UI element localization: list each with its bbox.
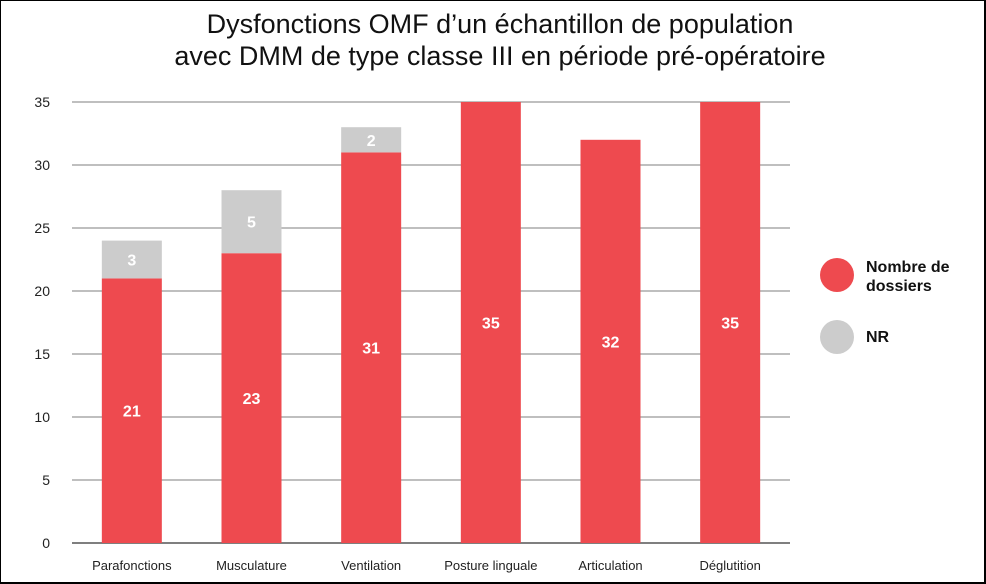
bar-nombre-de-dossiers — [700, 102, 761, 543]
y-tick-label: 5 — [42, 472, 50, 488]
chart-title-line-1: Dysfonctions OMF d’un échantillon de pop… — [206, 9, 794, 39]
bar-nombre-de-dossiers — [101, 278, 162, 543]
data-label: 35 — [482, 316, 500, 333]
x-tick-label: Parafonctions — [92, 558, 172, 573]
y-tick-label: 10 — [34, 409, 50, 425]
y-tick-label: 30 — [34, 157, 50, 173]
frame-shadow-bottom — [0, 582, 986, 584]
bar-nombre-de-dossiers — [221, 253, 282, 543]
x-tick-label: Articulation — [578, 558, 642, 573]
chart-title-line-2: avec DMM de type classe III en période p… — [174, 41, 826, 71]
x-tick-label: Musculature — [216, 558, 287, 573]
legend-swatch-nr — [820, 320, 854, 354]
data-label: 32 — [602, 334, 620, 351]
data-label: 21 — [123, 404, 141, 421]
y-tick-label: 35 — [34, 94, 50, 110]
bar-nombre-de-dossiers — [460, 102, 521, 543]
data-label: 2 — [367, 133, 376, 150]
data-label: 3 — [127, 253, 136, 270]
data-label: 35 — [721, 316, 739, 333]
data-label: 31 — [362, 341, 380, 358]
bar-nr — [221, 190, 282, 254]
legend-item-nr: NR — [820, 320, 976, 354]
legend-item-nombre-de-dossiers: Nombre de dossiers — [820, 258, 976, 296]
y-tick-label: 20 — [34, 283, 50, 299]
y-tick-label: 0 — [42, 535, 50, 551]
x-tick-label: Déglutition — [699, 558, 760, 573]
legend-label-nr: NR — [866, 329, 890, 346]
data-label: 23 — [243, 391, 261, 408]
legend-label-nombre-de-dossiers: Nombre de dossiers — [866, 259, 950, 295]
bar-nr — [341, 127, 402, 153]
x-tick-label: Posture linguale — [444, 558, 537, 573]
bar-nr — [101, 240, 162, 279]
data-label: 5 — [247, 215, 256, 232]
y-tick-label: 15 — [34, 346, 50, 362]
y-tick-label: 25 — [34, 220, 50, 236]
chart-title: Dysfonctions OMF d’un échantillon de pop… — [150, 8, 850, 72]
legend-swatch-nombre-de-dossiers — [820, 258, 854, 292]
bar-nombre-de-dossiers — [341, 152, 402, 543]
bar-nombre-de-dossiers — [580, 139, 641, 544]
frame-shadow-right — [984, 0, 986, 584]
x-tick-label: Ventilation — [341, 558, 401, 573]
